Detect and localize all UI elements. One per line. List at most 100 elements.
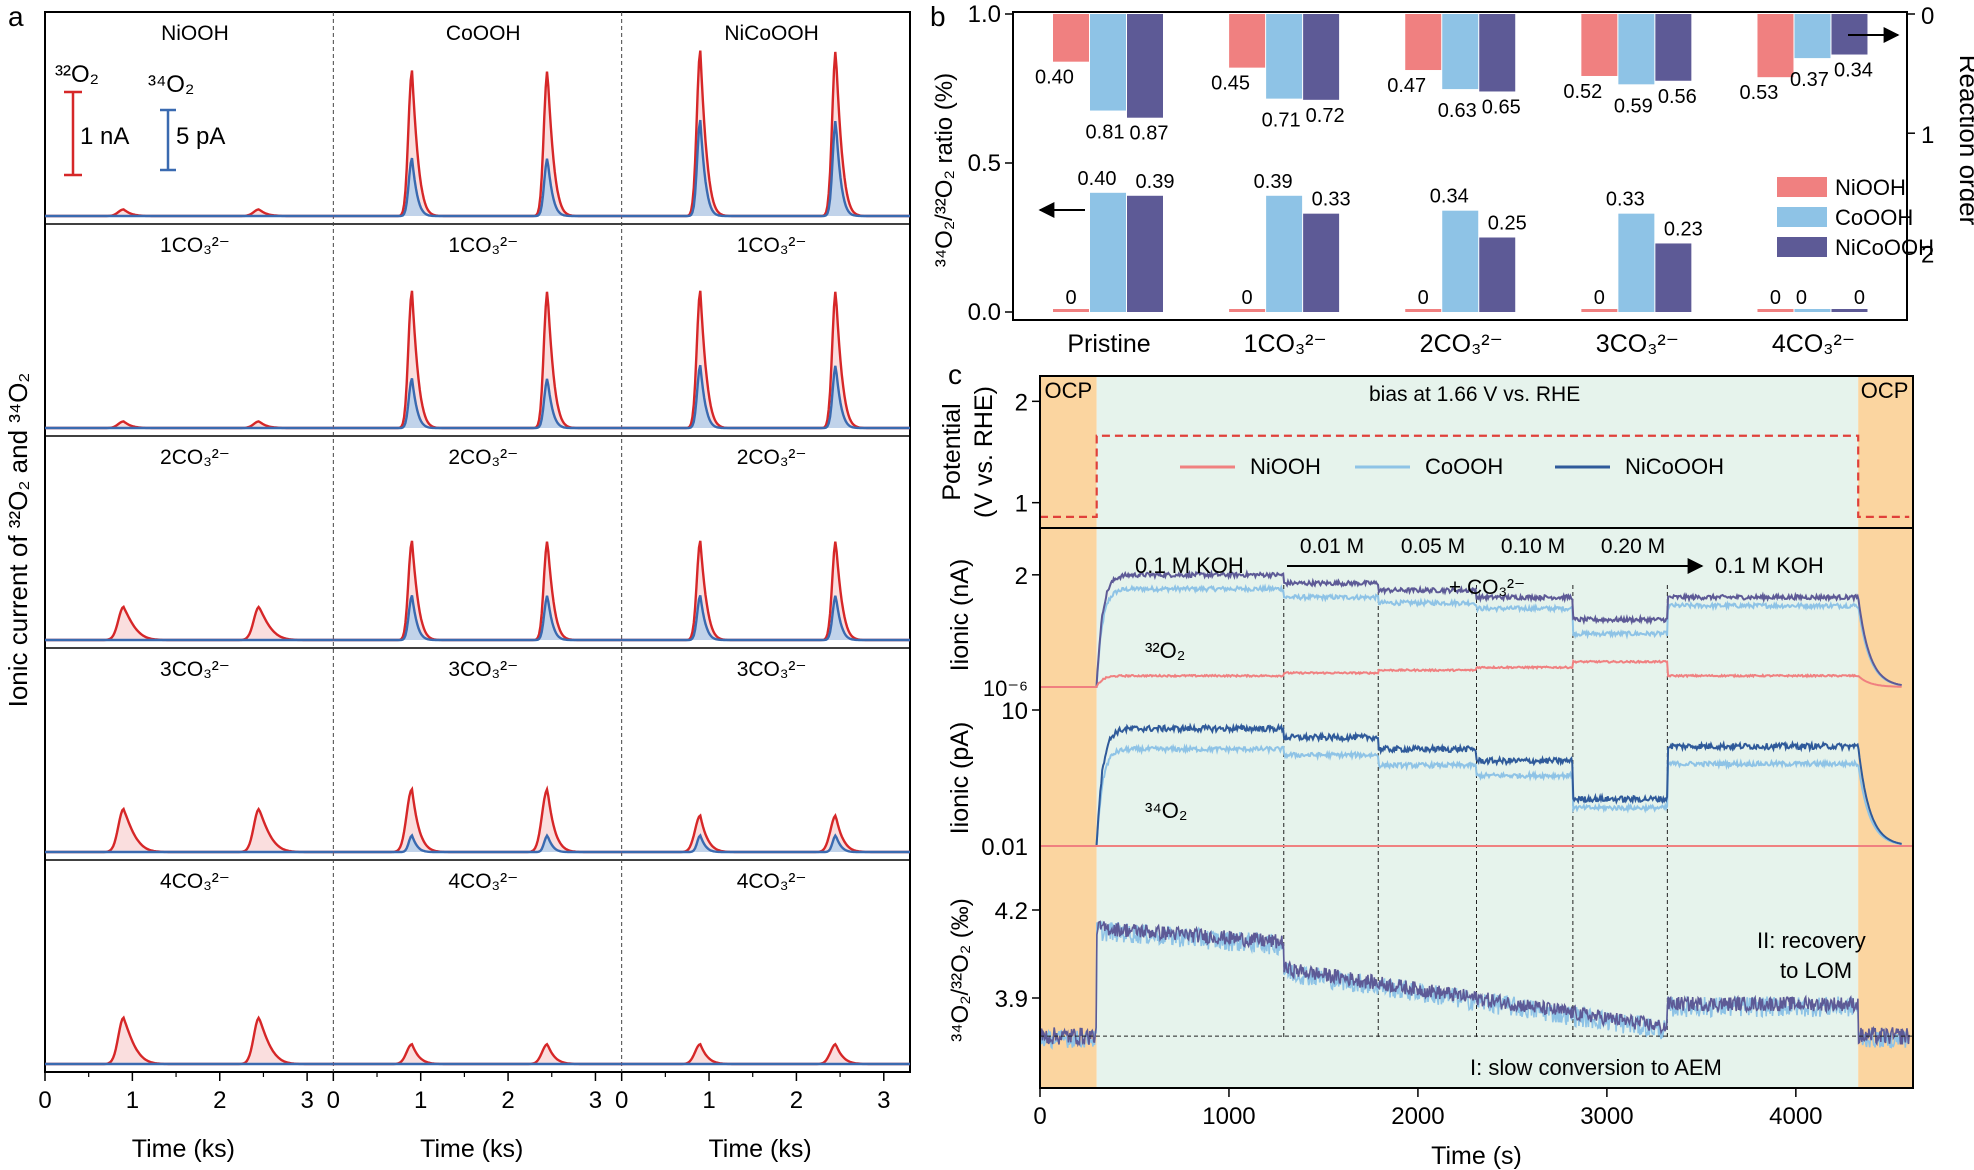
category-label: 4CO₃²⁻ [1772, 330, 1855, 358]
ratio-label: 0.39 [1254, 171, 1293, 193]
trace-32O2-coooh [1040, 583, 1902, 688]
order-label: 0.81 [1086, 122, 1125, 144]
category-label: Pristine [1067, 330, 1150, 358]
line-32O2 [333, 540, 622, 642]
order-bar [1757, 14, 1794, 78]
ratio-bar [1655, 243, 1692, 312]
x-tick-label: 3 [300, 1087, 313, 1114]
order-label: 0.53 [1739, 82, 1778, 104]
ratio-label: 0.39 [1136, 171, 1175, 193]
ratio-label: 0 [1770, 287, 1781, 309]
line-34O2 [621, 833, 910, 854]
panel-label-c: c [948, 359, 962, 390]
c-legend-label: NiCoOOH [1625, 454, 1724, 479]
conc-step-label: 0.10 M [1501, 535, 1565, 558]
order-bar [1581, 14, 1618, 76]
c-x-tick-label: 1000 [1202, 1103, 1255, 1130]
category-label: 2CO₃²⁻ [1420, 330, 1503, 358]
potential-ylabel-1: Potential [938, 403, 966, 500]
c-x-tick-label: 2000 [1391, 1103, 1444, 1130]
ratio-label: 0 [1418, 287, 1429, 309]
ratio-label: 0.25 [1488, 213, 1527, 235]
trace-34O2-coooh [1040, 743, 1902, 847]
line-32O2 [621, 540, 910, 642]
panel-a: NiOOH CoOOH NiCoOOH 1CO₃²⁻ 1CO₃²⁻ 1CO₃²⁻ 2CO₃²… [3, 11, 911, 1163]
label-34O2: ³⁴O₂ [1145, 798, 1187, 823]
order-bar [1655, 14, 1692, 81]
legend-swatch [1777, 177, 1827, 197]
y-tick-label-left: 1.0 [968, 1, 1001, 28]
area-32O2 [333, 789, 622, 852]
area-34O2 [333, 158, 622, 216]
area-32O2 [621, 540, 910, 640]
line-32O2 [333, 290, 622, 430]
x-tick-label: 1 [126, 1087, 139, 1114]
conc-right-label: 0.1 M KOH [1715, 553, 1824, 578]
x-axis-label: Time (ks) [420, 1135, 523, 1163]
legend-label: CoOOH [1835, 205, 1913, 230]
ratio-label: 0.34 [1430, 186, 1469, 208]
c-x-tick-label: 0 [1033, 1103, 1046, 1130]
order-bar [1127, 14, 1163, 118]
area-34O2 [621, 365, 910, 428]
ratio-bar [1479, 237, 1516, 312]
order-label: 0.65 [1482, 96, 1521, 118]
y-axis-label-left: ³⁴O₂/³²O₂ ratio (%) [931, 73, 958, 267]
y-tick-label-right: 1 [1921, 122, 1934, 149]
line-34O2 [333, 833, 622, 854]
order-label: 0.71 [1262, 110, 1301, 132]
row-label: 1CO₃²⁻ [160, 234, 230, 257]
potential-y-tick-label: 1 [1015, 491, 1028, 518]
x-tick-label: 0 [327, 1087, 340, 1114]
row-label: 2CO₃²⁻ [160, 446, 230, 469]
row-label: 3CO₃²⁻ [448, 658, 518, 681]
order-label: 0.52 [1563, 81, 1602, 103]
trace-ratio-nicoooh [1039, 920, 1910, 1048]
x-tick-label: 1 [414, 1087, 427, 1114]
line-34O2 [333, 595, 622, 642]
i32-y-tick-label: 2 [1015, 563, 1028, 590]
area-34O2 [621, 595, 910, 640]
panel-label-b: b [930, 1, 946, 32]
line-32O2 [621, 1042, 910, 1066]
x-tick-label: 2 [790, 1087, 803, 1114]
line-32O2 [621, 290, 910, 430]
conc-left-label: 0.1 M KOH [1135, 553, 1244, 578]
order-bar [1794, 14, 1831, 59]
legend-label: NiOOH [1835, 175, 1906, 200]
area-32O2 [621, 815, 910, 852]
order-label: 0.87 [1130, 123, 1169, 145]
c-x-tick-label: 4000 [1769, 1103, 1822, 1130]
area-34O2 [621, 120, 910, 216]
x-tick-label: 0 [38, 1087, 51, 1114]
ratio-label: 0.40 [1078, 168, 1117, 190]
x-axis-label: Time (ks) [132, 1135, 235, 1163]
line-32O2 [45, 604, 334, 642]
line-34O2 [621, 595, 910, 642]
ratio-bar [1831, 309, 1868, 312]
order-bar [1229, 14, 1266, 68]
annotation-lom: to LOM [1780, 958, 1852, 983]
row-label: 4CO₃²⁻ [448, 870, 518, 893]
row-label: 3CO₃²⁻ [737, 658, 807, 681]
ratio-label: 0 [1854, 287, 1865, 309]
ratio-bar [1266, 195, 1303, 312]
order-bar [1618, 14, 1655, 85]
panel-b-frame [1012, 11, 1908, 321]
scale-label-32O2: ³²O₂ [55, 61, 99, 88]
order-bar [1090, 14, 1126, 111]
row-label: NiOOH [161, 22, 229, 45]
ratio-y-tick-label: 4.2 [995, 898, 1028, 925]
line-32O2 [333, 1042, 622, 1066]
area-34O2 [333, 835, 622, 852]
row-label: CoOOH [446, 22, 521, 45]
order-bar [1266, 14, 1303, 99]
category-label: 1CO₃²⁻ [1244, 330, 1327, 358]
area-32O2 [621, 50, 910, 216]
ratio-label: 0.23 [1664, 218, 1703, 240]
panel-c: OCP OCP bias at 1.66 V vs. RHE 1 2 Potential(… [938, 375, 1914, 1170]
c-legend-label: CoOOH [1425, 454, 1503, 479]
c-x-tick-label: 3000 [1580, 1103, 1633, 1130]
c-legend-label: NiOOH [1250, 454, 1321, 479]
ratio-label: 0 [1796, 287, 1807, 309]
